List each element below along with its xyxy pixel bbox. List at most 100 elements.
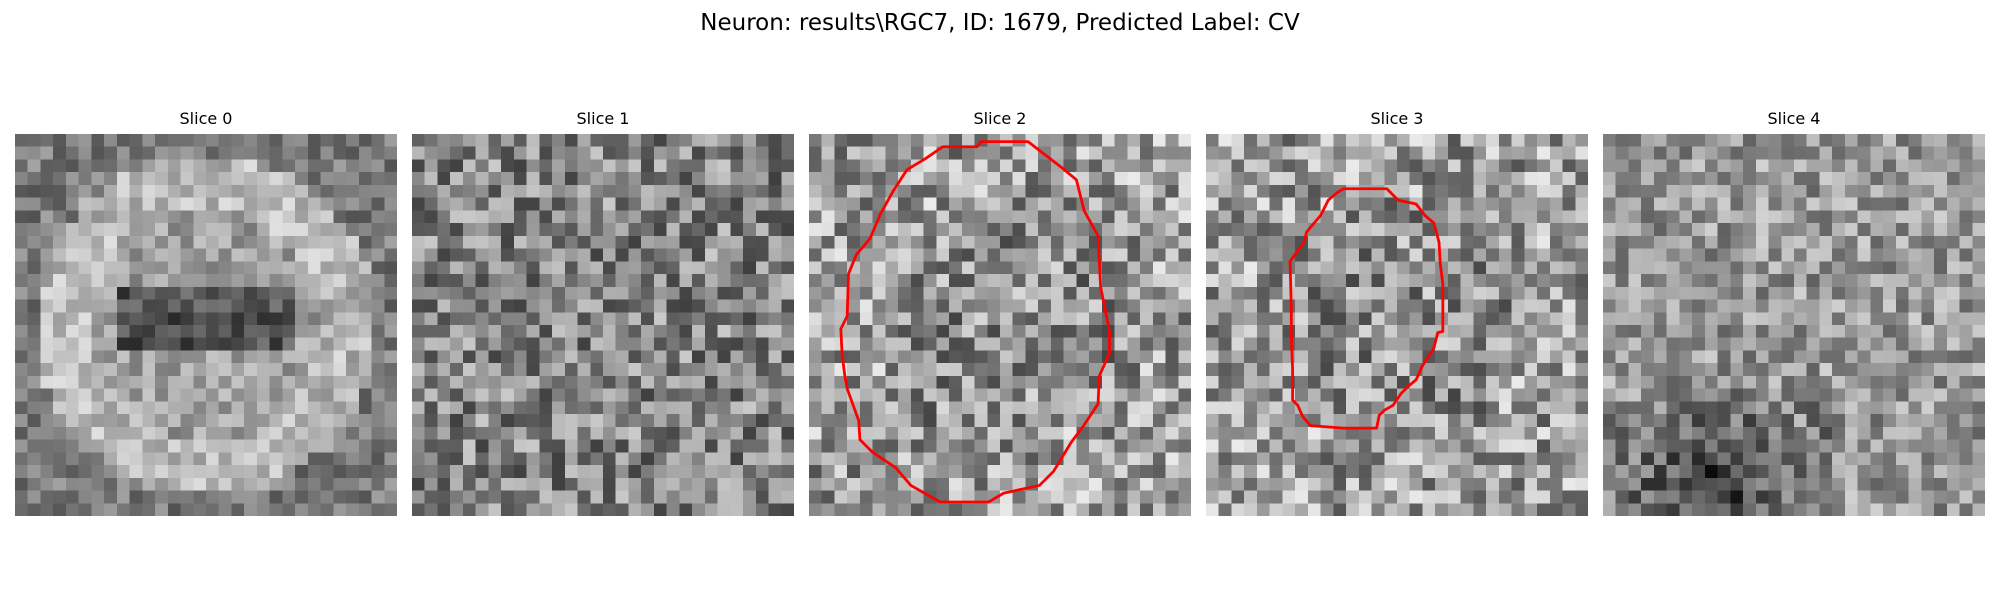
pixel bbox=[513, 223, 527, 237]
pixel bbox=[1256, 197, 1270, 211]
pixel bbox=[1908, 465, 1922, 479]
pixel bbox=[1012, 274, 1026, 288]
pixel bbox=[1870, 235, 1884, 249]
pixel bbox=[615, 401, 629, 415]
pixel bbox=[1717, 388, 1731, 402]
pixel bbox=[142, 363, 156, 377]
pixel bbox=[1959, 452, 1973, 466]
pixel bbox=[755, 439, 769, 453]
pixel bbox=[704, 210, 718, 224]
pixel bbox=[1397, 172, 1410, 186]
pixel bbox=[1038, 299, 1052, 313]
pixel bbox=[1206, 299, 1219, 313]
pixel bbox=[666, 146, 680, 160]
pixel bbox=[1524, 172, 1538, 186]
pixel bbox=[1857, 439, 1871, 453]
pixel bbox=[1218, 375, 1232, 389]
pixel bbox=[1256, 184, 1270, 198]
pixel bbox=[1486, 452, 1500, 466]
pixel bbox=[1562, 426, 1576, 440]
pixel bbox=[1653, 325, 1667, 338]
pixel bbox=[834, 248, 848, 262]
pixel bbox=[885, 414, 899, 428]
pixel bbox=[1038, 350, 1052, 364]
pixel bbox=[1908, 261, 1922, 275]
pixel bbox=[231, 248, 245, 262]
pixel bbox=[1152, 248, 1166, 262]
pixel bbox=[1806, 439, 1820, 453]
pixel bbox=[1794, 223, 1807, 237]
pixel bbox=[450, 350, 464, 364]
pixel bbox=[1320, 172, 1334, 186]
pixel bbox=[1206, 426, 1219, 440]
pixel bbox=[513, 159, 527, 173]
pixel bbox=[1641, 184, 1655, 198]
pixel bbox=[295, 261, 309, 275]
pixel bbox=[1244, 210, 1258, 224]
pixel bbox=[129, 426, 143, 440]
pixel bbox=[1832, 248, 1846, 262]
pixel bbox=[872, 274, 886, 288]
pixel bbox=[821, 439, 835, 453]
pixel bbox=[450, 337, 464, 351]
pixel bbox=[1178, 146, 1191, 160]
pixel bbox=[1832, 184, 1846, 198]
pixel bbox=[1908, 146, 1922, 160]
pixel bbox=[1038, 172, 1052, 186]
pixel bbox=[358, 503, 372, 516]
pixel bbox=[384, 159, 397, 173]
pixel bbox=[116, 235, 130, 249]
pixel bbox=[1511, 490, 1525, 504]
pixel bbox=[320, 197, 334, 211]
pixel bbox=[743, 172, 757, 186]
pixel bbox=[1832, 261, 1846, 275]
pixel bbox=[1908, 350, 1922, 364]
pixel bbox=[513, 248, 527, 262]
pixel bbox=[1140, 312, 1154, 326]
pixel bbox=[949, 388, 963, 402]
pixel bbox=[1959, 388, 1973, 402]
pixel bbox=[1231, 325, 1245, 338]
pixel bbox=[1206, 414, 1219, 428]
pixel bbox=[218, 401, 232, 415]
pixel bbox=[590, 210, 604, 224]
pixel bbox=[603, 235, 616, 249]
pixel bbox=[1946, 426, 1960, 440]
pixel bbox=[821, 159, 835, 173]
pixel bbox=[244, 172, 258, 186]
pixel bbox=[1101, 261, 1115, 275]
pixel bbox=[1537, 235, 1551, 249]
pixel bbox=[641, 134, 655, 147]
pixel bbox=[65, 490, 79, 504]
pixel bbox=[1755, 452, 1769, 466]
pixel bbox=[437, 503, 451, 516]
pixel bbox=[847, 439, 861, 453]
pixel bbox=[755, 312, 769, 326]
pixel bbox=[1679, 401, 1693, 415]
pixel bbox=[412, 248, 425, 262]
pixel bbox=[898, 134, 912, 147]
pixel bbox=[1473, 388, 1487, 402]
pixel bbox=[821, 134, 835, 147]
pixel bbox=[1333, 414, 1347, 428]
pixel bbox=[1140, 452, 1154, 466]
pixel bbox=[809, 312, 822, 326]
pixel bbox=[91, 426, 105, 440]
pixel bbox=[1524, 325, 1538, 338]
pixel bbox=[615, 414, 629, 428]
pixel bbox=[1165, 452, 1179, 466]
pixel bbox=[961, 325, 975, 338]
pixel bbox=[231, 465, 245, 479]
pixel bbox=[730, 465, 744, 479]
slice-0-image bbox=[15, 134, 397, 516]
pixel bbox=[1679, 146, 1693, 160]
pixel bbox=[78, 261, 92, 275]
pixel bbox=[256, 388, 270, 402]
pixel bbox=[539, 210, 553, 224]
pixel bbox=[717, 439, 731, 453]
pixel bbox=[1524, 184, 1538, 198]
pixel bbox=[1063, 401, 1077, 415]
pixel bbox=[27, 401, 41, 415]
pixel bbox=[231, 134, 245, 147]
pixel bbox=[590, 363, 604, 377]
